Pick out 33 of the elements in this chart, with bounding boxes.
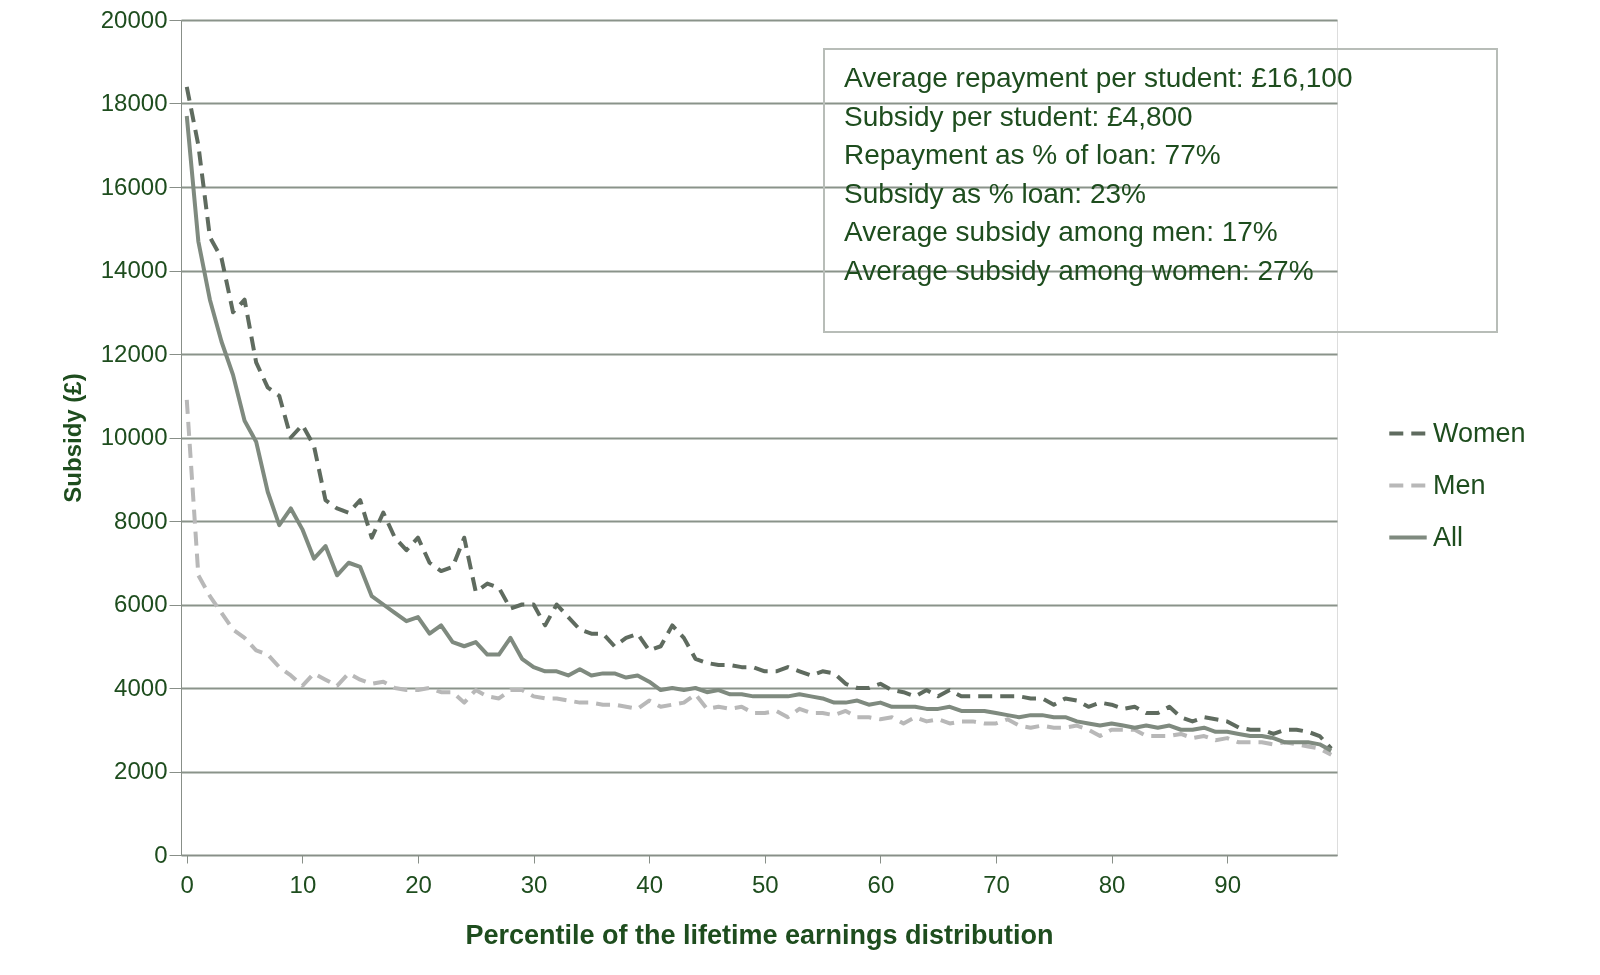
y-tick-label: 18000 (100, 89, 168, 116)
x-tick-label: 80 (1098, 870, 1126, 898)
annotation: Average subsidy among women: 27% (844, 254, 1314, 286)
y-tick-label: 4000 (114, 673, 168, 701)
x-tick-label: 50 (751, 870, 779, 898)
y-tick-label: 20000 (100, 5, 168, 33)
line-series (184, 397, 1334, 757)
legend-label: Women (1433, 417, 1526, 448)
annotation: Subsidy per student: £4,800 (844, 100, 1193, 132)
x-tick-label: 60 (867, 870, 895, 898)
x-tick-label: 70 (983, 870, 1010, 898)
x-tick-label: 0 (180, 870, 194, 898)
x-tick-label: 20 (405, 870, 432, 898)
annotation: Subsidy as % loan: 23% (844, 177, 1146, 209)
legend-label: Men (1433, 469, 1486, 500)
x-tick-label: 30 (520, 870, 548, 898)
y-axis-title: Subsidy (£) (58, 373, 86, 503)
annotation: Average repayment per student: £16,100 (844, 62, 1353, 93)
x-tick-label: 10 (289, 870, 317, 898)
annotation: Repayment as % of loan: 77% (844, 139, 1221, 170)
y-tick-label: 14000 (100, 256, 168, 283)
y-tick-label: 10000 (100, 423, 168, 450)
y-tick-label: 2000 (114, 757, 168, 784)
y-tick-label: 12000 (100, 339, 168, 367)
y-tick-label: 6000 (114, 590, 168, 617)
legend-label: All (1433, 521, 1464, 552)
y-tick-label: 0 (154, 840, 168, 868)
x-axis-title: Percentile of the lifetime earnings distribution (465, 919, 1054, 950)
annotation: Average subsidy among men: 17% (844, 216, 1278, 247)
y-tick-label: 16000 (100, 172, 168, 200)
x-tick-label: 90 (1214, 870, 1242, 898)
y-tick-label: 8000 (114, 506, 168, 534)
x-tick-label: 40 (636, 870, 664, 898)
